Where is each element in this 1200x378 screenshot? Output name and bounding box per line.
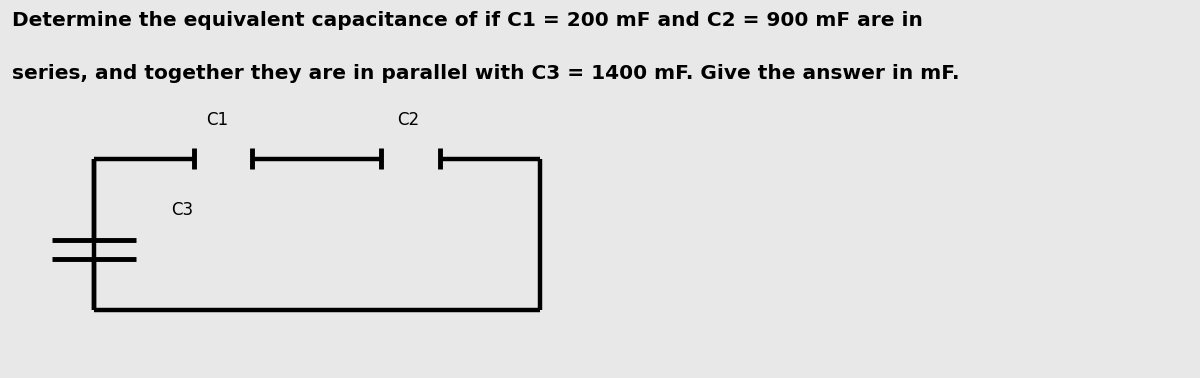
Text: C2: C2 [397,110,419,129]
Text: C3: C3 [170,201,193,219]
Text: series, and together they are in parallel with C3 = 1400 mF. Give the answer in : series, and together they are in paralle… [12,64,959,83]
Text: C1: C1 [206,110,228,129]
Text: Determine the equivalent capacitance of if C1 = 200 mF and C2 = 900 mF are in: Determine the equivalent capacitance of … [12,11,923,30]
